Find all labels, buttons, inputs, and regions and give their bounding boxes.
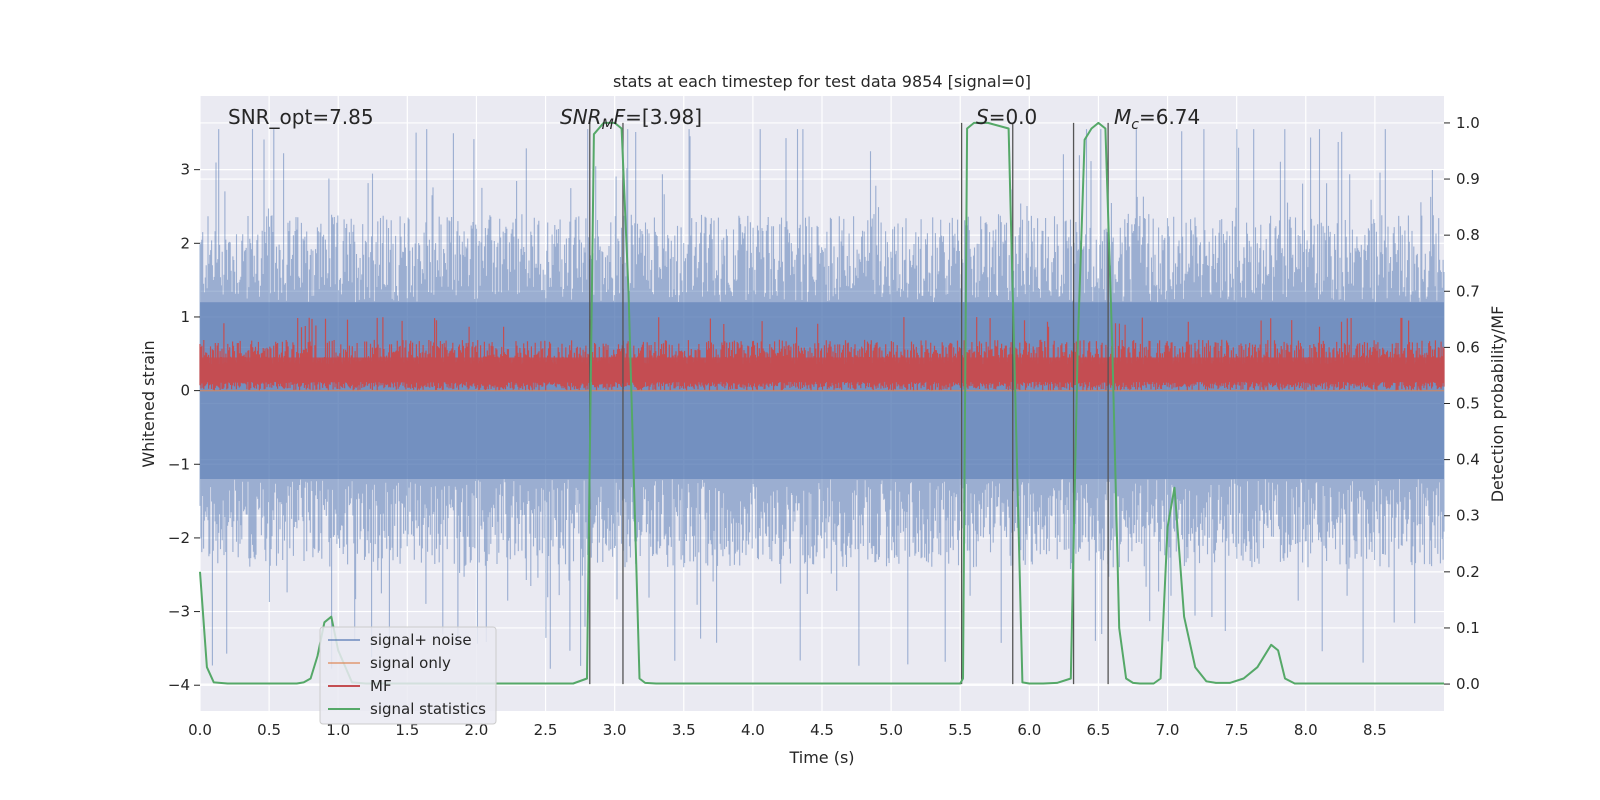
annotation-mc-value: =6.74 [1139, 105, 1200, 129]
y-left-tick-label: −4 [168, 676, 190, 694]
annotation-snr-mf: SNRMF=[3.98] [560, 105, 702, 133]
y-axis-label-left: Whitened strain [139, 340, 158, 467]
x-tick-label: 3.0 [603, 721, 627, 739]
tick-labels: 0.0 0.5 1.0 1.5 2.0 2.5 3.0 3.5 4.0 4.5 5.0 5.5 6.0 6… [168, 114, 1480, 739]
y-right-tick-label: 0.2 [1456, 563, 1480, 581]
x-tick-label: 4.0 [741, 721, 765, 739]
x-tick-label: 2.0 [465, 721, 489, 739]
y-right-tick-label: 0.7 [1456, 282, 1480, 300]
series-mf-core [200, 357, 1444, 382]
mf-series [199, 317, 1445, 391]
annotation-mc: Mc=6.74 [1114, 105, 1200, 133]
x-axis-label: Time (s) [788, 748, 854, 767]
x-tick-label: 4.5 [810, 721, 834, 739]
y-right-tick-label: 0.8 [1456, 226, 1480, 244]
signal-statistics-series [199, 121, 1444, 685]
x-tick-label: 8.0 [1294, 721, 1318, 739]
legend-label-signal-statistics: signal statistics [370, 700, 486, 718]
x-tick-label: 1.5 [395, 721, 419, 739]
x-tick-label: 0.0 [188, 721, 212, 739]
legend-label-mf: MF [370, 677, 392, 695]
annotation-s: S=0.0 [976, 105, 1037, 129]
y-right-tick-label: 1.0 [1456, 114, 1480, 132]
x-tick-label: 8.5 [1363, 721, 1387, 739]
y-right-tick-label: 0.4 [1456, 451, 1480, 469]
annotation-snr-mf-value: =[3.98] [625, 105, 702, 129]
x-tick-label: 3.5 [672, 721, 696, 739]
annotation-s-value: =0.0 [989, 105, 1038, 129]
series-signal-statistics [199, 121, 1444, 685]
y-left-tick-label: −3 [168, 603, 190, 621]
y-right-tick-label: 0.9 [1456, 170, 1480, 188]
legend-label-noise: signal+ noise [370, 631, 472, 649]
y-left-tick-label: 3 [180, 161, 190, 179]
y-left-tick-label: −2 [168, 529, 190, 547]
y-left-tick-label: 0 [180, 382, 190, 400]
x-tick-label: 7.0 [1156, 721, 1180, 739]
y-right-tick-label: 0.1 [1456, 619, 1480, 637]
x-tick-label: 5.5 [948, 721, 972, 739]
legend-box [319, 626, 497, 725]
y-right-tick-label: 0.3 [1456, 507, 1480, 525]
y-right-tick-label: 0.5 [1456, 395, 1480, 413]
annotation-snr-opt: SNR_opt=7.85 [228, 105, 374, 129]
x-tick-label: 6.0 [1017, 721, 1041, 739]
x-tick-label: 5.0 [879, 721, 903, 739]
y-left-tick-label: 2 [180, 234, 190, 252]
y-right-tick-label: 0.0 [1456, 675, 1480, 693]
x-tick-label: 6.5 [1087, 721, 1111, 739]
y-left-tick-label: −1 [168, 455, 190, 473]
y-left-tick-label: 1 [180, 308, 190, 326]
y-axis-label-right: Detection probability/MF [1488, 306, 1507, 503]
legend: signal+ noise signal only MF signal stat… [319, 626, 497, 725]
chart-title: stats at each timestep for test data 985… [613, 72, 1031, 91]
x-tick-label: 1.0 [326, 721, 350, 739]
x-tick-label: 0.5 [257, 721, 281, 739]
legend-label-signal-only: signal only [370, 654, 451, 672]
x-tick-label: 7.5 [1225, 721, 1249, 739]
x-tick-label: 2.5 [534, 721, 558, 739]
y-right-tick-label: 0.6 [1456, 338, 1480, 356]
